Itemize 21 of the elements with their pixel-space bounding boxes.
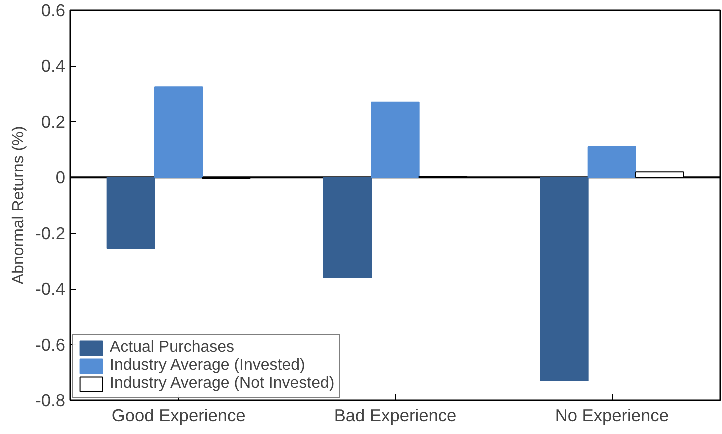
bar [324,177,372,278]
legend-label: Industry Average (Not Invested) [110,375,335,393]
y-tick-label: -0.4 [36,279,66,300]
bar [588,146,636,178]
legend-label: Actual Purchases [110,339,235,357]
x-tick-label: Good Experience [112,406,246,426]
bar [371,102,420,178]
x-tick-label: No Experience [555,406,670,426]
y-tick-label: 0 [56,168,66,188]
bar [540,177,589,382]
y-tick-label: -0.2 [36,223,66,244]
y-axis-title: Abnormal Returns (%) [10,126,28,285]
legend-label: Industry Average (Invested) [110,357,306,375]
y-tick-label: 0.2 [41,112,66,132]
y-tick-label: 0.4 [41,56,66,76]
y-tick-label: -0.6 [36,334,66,355]
bar [154,86,204,178]
x-tick-label: Bad Experience [334,406,457,426]
bar [106,177,156,250]
y-tick-label: 0.6 [41,0,66,20]
y-tick-label: -0.8 [36,390,66,410]
